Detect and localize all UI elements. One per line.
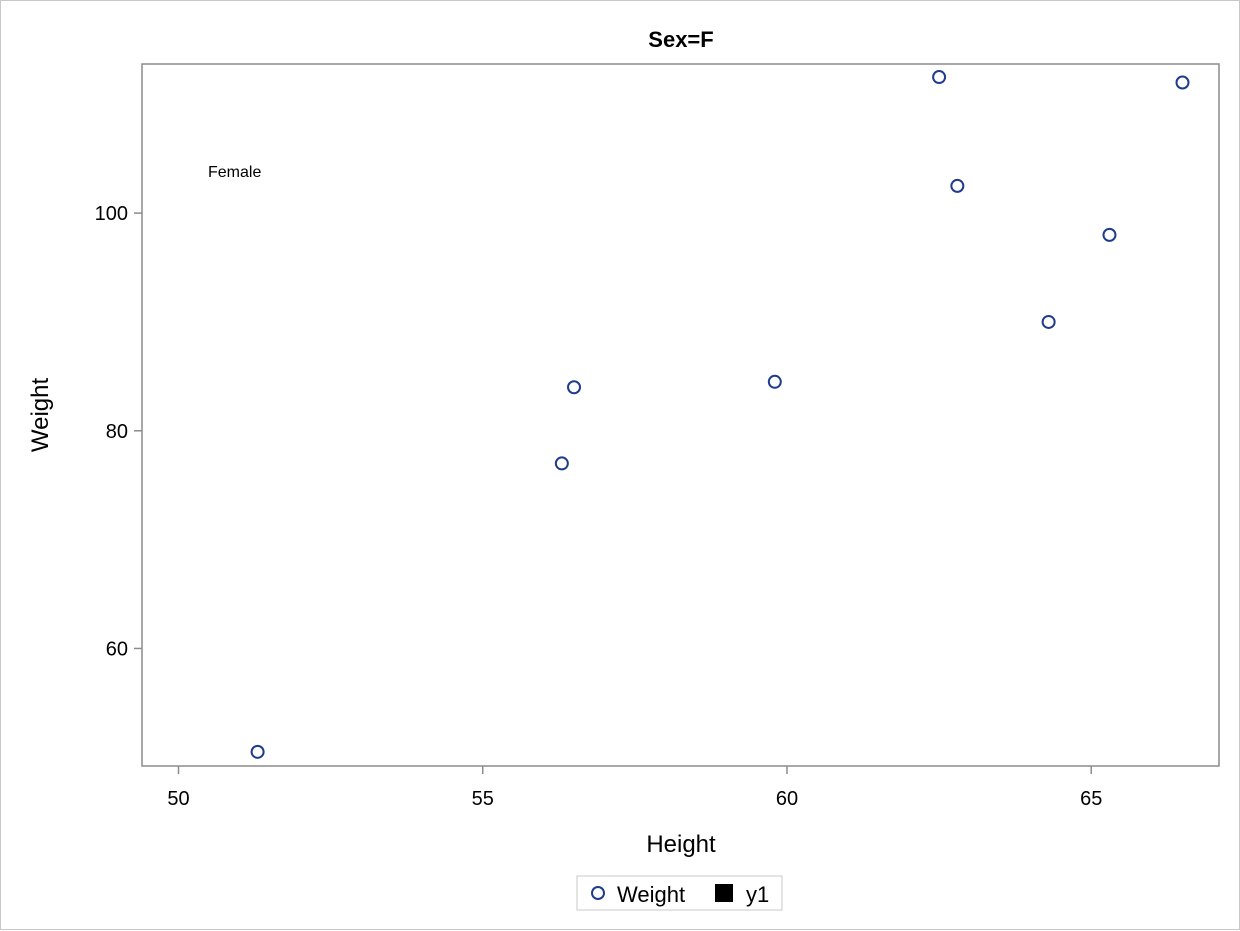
x-tick-label: 65 — [1080, 788, 1102, 810]
x-tick-label: 60 — [776, 788, 798, 810]
data-point — [1102, 227, 1117, 242]
y-tick-label: 80 — [106, 421, 128, 443]
legend-box — [576, 875, 783, 911]
legend: Weight y1 — [576, 875, 783, 911]
data-point — [1041, 314, 1056, 329]
data-points — [250, 70, 1190, 759]
data-point — [932, 70, 947, 85]
legend-label-y1: y1 — [746, 882, 769, 907]
data-point — [250, 744, 265, 759]
y-axis-label: Weight — [27, 378, 54, 453]
y-tick-label: 100 — [95, 203, 128, 225]
data-point — [567, 380, 582, 395]
legend-marker-y1 — [715, 884, 733, 902]
data-point — [1175, 75, 1190, 90]
data-point — [767, 374, 782, 389]
y-axis: 60 80 100 — [95, 203, 142, 660]
x-axis: 50 55 60 65 — [167, 766, 1102, 810]
x-tick-label: 55 — [472, 788, 494, 810]
x-tick-label: 50 — [167, 788, 189, 810]
plot-area — [141, 63, 1220, 767]
data-point — [554, 456, 569, 471]
annotation-female: Female — [208, 164, 261, 181]
data-point — [950, 178, 965, 193]
chart-title: Sex=F — [648, 27, 713, 52]
legend-marker-weight — [591, 886, 605, 900]
legend-label-weight: Weight — [617, 882, 685, 907]
y-tick-label: 60 — [106, 638, 128, 660]
x-axis-label: Height — [646, 831, 716, 858]
